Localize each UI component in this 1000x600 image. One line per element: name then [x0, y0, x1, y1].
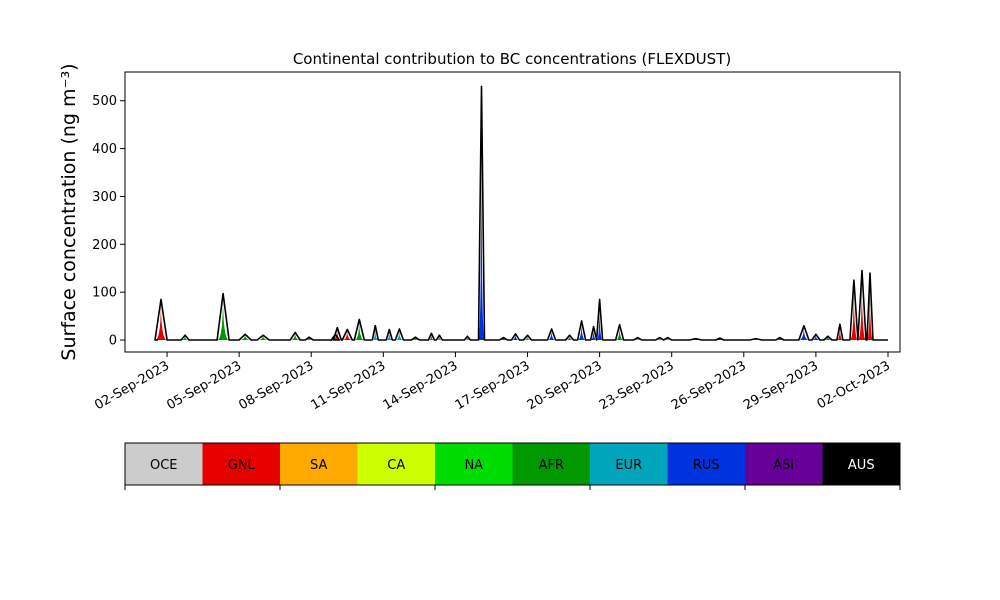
- colorbar-label: AUS: [848, 458, 875, 473]
- area-peak-8: [333, 327, 342, 341]
- colorbar-swatch: [357, 443, 436, 485]
- total-line: [154, 85, 888, 341]
- area-peak-11: [372, 325, 379, 341]
- y-tick-label: 100: [92, 286, 117, 301]
- area-peak-29: [655, 337, 664, 341]
- chart-title: Continental contribution to BC concentra…: [293, 50, 731, 68]
- colorbar-swatch: [745, 443, 823, 485]
- area-peak-2: [217, 293, 230, 341]
- area-peak-15: [428, 333, 435, 341]
- area-peak-23: [565, 335, 574, 341]
- colorbar-label: NA: [464, 458, 483, 473]
- area-peak-38: [836, 324, 843, 341]
- colorbar-label: CA: [387, 458, 405, 473]
- x-tick-label: 29-Sep-2023: [741, 358, 821, 413]
- y-tick-label: 0: [109, 334, 117, 349]
- x-tick-label: 20-Sep-2023: [525, 358, 605, 413]
- colorbar-swatch: [435, 443, 513, 485]
- area-peak-10: [354, 319, 365, 341]
- area-peak-27: [615, 324, 624, 341]
- area-peak-3: [239, 334, 252, 341]
- area-peak-24: [577, 320, 586, 341]
- colorbar-swatch: [590, 443, 668, 485]
- area-peak-19: [499, 337, 508, 341]
- y-axis: 0 100 200 300 400 500: [92, 94, 125, 349]
- x-axis: 02-Sep-202305-Sep-202308-Sep-202311-Sep-…: [92, 352, 893, 413]
- area-peak-20: [511, 333, 520, 341]
- area-peak-36: [811, 334, 820, 341]
- area-peak-40: [857, 270, 866, 341]
- area-peak-21: [523, 335, 532, 341]
- x-tick-label: 11-Sep-2023: [309, 358, 389, 413]
- area-peak-5: [290, 332, 301, 341]
- area-peak-14: [411, 337, 420, 341]
- x-tick-label: 02-Sep-2023: [92, 358, 172, 413]
- area-peak-0: [155, 299, 168, 341]
- colorbar-swatch: [512, 443, 591, 485]
- colorbar-swatch: [202, 443, 281, 485]
- area-peak-37: [823, 336, 832, 341]
- area-peak-35: [798, 325, 809, 341]
- colorbar-frame: [124, 442, 901, 486]
- area-peak-9: [342, 329, 353, 341]
- area-peak-16: [436, 335, 443, 341]
- area-peak-13: [395, 329, 404, 341]
- colorbar-label: EUR: [615, 458, 642, 473]
- area-peak-26: [596, 299, 603, 341]
- colorbar-label: GNL: [228, 458, 256, 473]
- colorbar-legend: OCE GNL SA CA NA AFR EUR RUS ASI AUS: [124, 442, 901, 490]
- area-peak-39: [849, 280, 858, 341]
- area-peak-32: [715, 338, 724, 341]
- x-tick-label: 14-Sep-2023: [381, 358, 461, 413]
- area-peak-22: [547, 329, 556, 341]
- area-peak-17: [464, 336, 471, 341]
- x-tick-label: 26-Sep-2023: [669, 358, 749, 413]
- colorbar-swatch: [667, 443, 746, 485]
- x-tick-label: 17-Sep-2023: [453, 358, 533, 413]
- colorbar-label: ASI: [773, 458, 794, 473]
- colorbar-label: RUS: [693, 458, 720, 473]
- y-tick-label: 500: [92, 94, 117, 109]
- x-tick-label: 23-Sep-2023: [597, 358, 677, 413]
- y-tick-label: 400: [92, 142, 117, 157]
- colorbar-label: SA: [310, 458, 327, 473]
- x-tick-label: 02-Oct-2023: [815, 358, 893, 412]
- colorbar-swatch: [125, 443, 203, 485]
- colorbar-label: OCE: [150, 458, 178, 473]
- colorbar-label: AFR: [539, 458, 564, 473]
- x-tick-label: 08-Sep-2023: [236, 358, 316, 413]
- plot-frame: [124, 71, 901, 353]
- area-peak-12: [386, 329, 393, 341]
- area-peak-6: [305, 337, 314, 341]
- colorbar-swatch: [822, 443, 901, 485]
- area-peak-28: [633, 337, 642, 341]
- area-peak-34: [775, 337, 784, 341]
- area-peak-30: [663, 337, 672, 341]
- area-peak-1: [181, 335, 190, 341]
- y-axis-label: Surface concentration (ng m⁻³): [58, 63, 80, 360]
- area-peak-41: [866, 273, 873, 341]
- colorbar-swatch: [280, 443, 358, 485]
- y-tick-label: 200: [92, 238, 117, 253]
- plot-areas: [154, 85, 888, 341]
- area-peak-25: [590, 326, 597, 341]
- x-tick-label: 05-Sep-2023: [164, 358, 244, 413]
- area-peak-7: [331, 334, 340, 341]
- y-tick-label: 300: [92, 190, 117, 205]
- area-peak-4: [257, 335, 270, 341]
- area-peak-18: [478, 86, 485, 341]
